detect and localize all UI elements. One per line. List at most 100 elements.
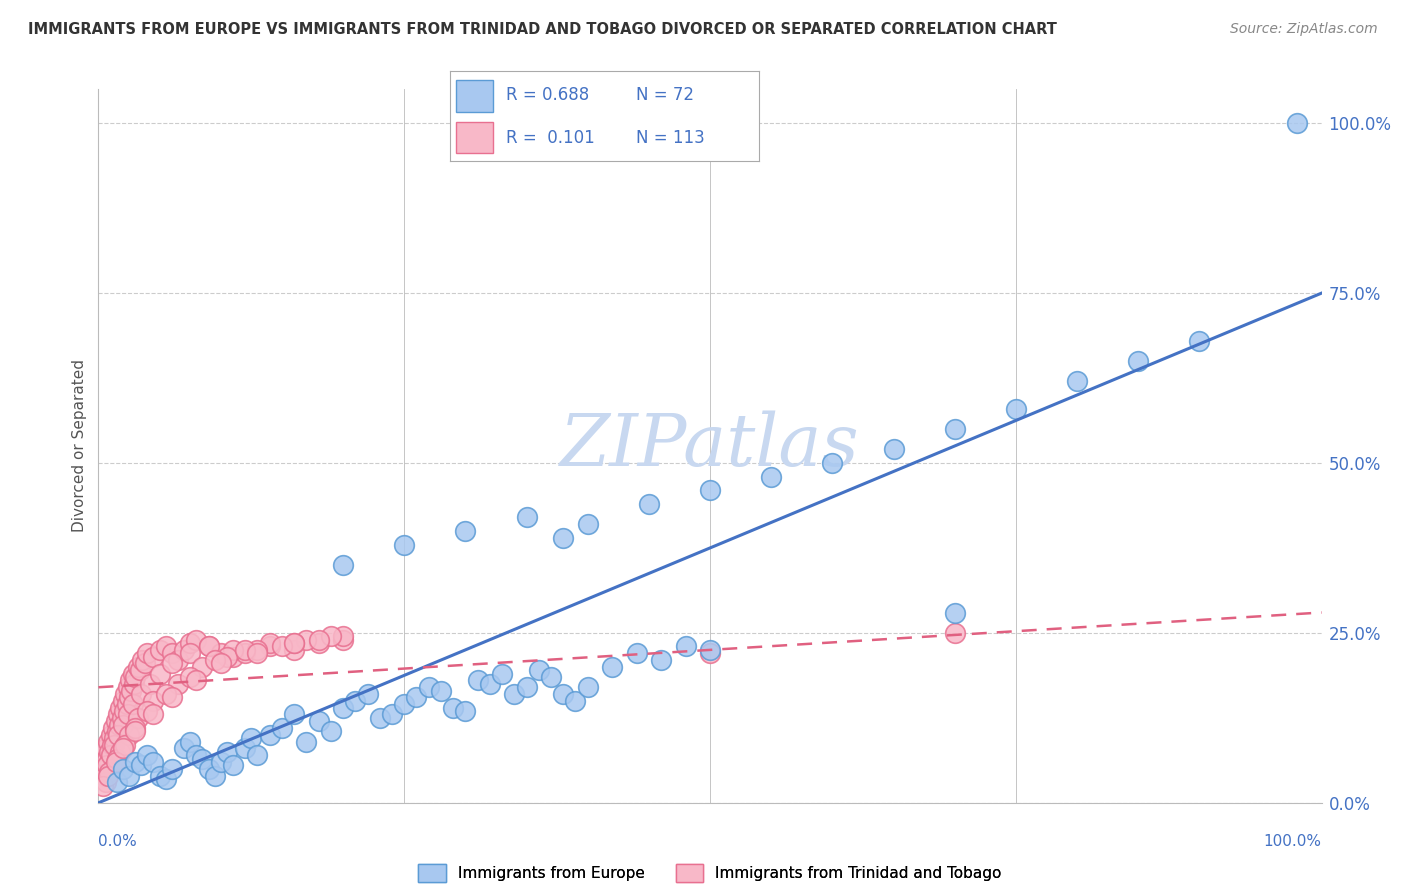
FancyBboxPatch shape: [456, 122, 494, 153]
Point: [114, 738, 136, 752]
Point: [155, 772, 177, 786]
Point: [107, 728, 129, 742]
Point: [491, 666, 513, 681]
Point: [97, 769, 120, 783]
Point: [576, 680, 599, 694]
Point: [105, 724, 128, 739]
Point: [136, 748, 159, 763]
Point: [418, 680, 440, 694]
Point: [233, 646, 256, 660]
Point: [160, 657, 183, 671]
Point: [405, 690, 427, 705]
Point: [233, 643, 256, 657]
Point: [94, 741, 117, 756]
Point: [91, 748, 114, 763]
Point: [392, 698, 416, 712]
Point: [155, 687, 177, 701]
Point: [142, 694, 165, 708]
Point: [186, 673, 208, 688]
Point: [516, 510, 538, 524]
Point: [1188, 334, 1211, 348]
Point: [160, 762, 183, 776]
Point: [943, 422, 966, 436]
Point: [222, 758, 245, 772]
Point: [129, 687, 152, 701]
Point: [638, 497, 661, 511]
Point: [368, 711, 391, 725]
Point: [100, 728, 122, 742]
Point: [131, 653, 153, 667]
Point: [332, 700, 354, 714]
Point: [134, 657, 156, 671]
Point: [142, 755, 165, 769]
Point: [332, 632, 354, 647]
Point: [319, 724, 342, 739]
Point: [204, 653, 226, 667]
Legend: Immigrants from Europe, Immigrants from Trinidad and Tobago: Immigrants from Europe, Immigrants from …: [412, 858, 1008, 888]
Point: [699, 643, 721, 657]
Point: [675, 640, 697, 654]
Point: [259, 640, 281, 654]
Point: [246, 748, 269, 763]
Point: [270, 721, 294, 735]
Point: [98, 765, 121, 780]
Text: R = 0.688: R = 0.688: [506, 87, 589, 104]
Point: [111, 762, 134, 776]
Point: [97, 734, 120, 748]
Point: [308, 636, 330, 650]
Point: [103, 731, 125, 746]
Point: [108, 717, 131, 731]
Point: [115, 698, 138, 712]
Point: [215, 745, 238, 759]
Point: [699, 483, 721, 498]
Point: [283, 707, 305, 722]
Point: [160, 646, 183, 660]
Point: [308, 714, 330, 729]
Point: [142, 649, 165, 664]
Point: [136, 704, 159, 718]
FancyBboxPatch shape: [456, 80, 494, 112]
Point: [540, 670, 562, 684]
Point: [160, 690, 183, 705]
Point: [127, 660, 149, 674]
Point: [204, 769, 226, 783]
Point: [215, 649, 238, 664]
Point: [1286, 116, 1309, 130]
Point: [118, 769, 141, 783]
Point: [117, 680, 139, 694]
Point: [283, 643, 305, 657]
Point: [111, 741, 134, 756]
Point: [173, 643, 195, 657]
Point: [105, 751, 128, 765]
Point: [332, 629, 354, 643]
Point: [127, 711, 149, 725]
Point: [149, 643, 172, 657]
Point: [344, 694, 367, 708]
Point: [117, 707, 139, 722]
Point: [149, 769, 172, 783]
Point: [1004, 401, 1026, 416]
Point: [233, 741, 256, 756]
Point: [121, 698, 143, 712]
Point: [308, 632, 330, 647]
Point: [124, 670, 146, 684]
Point: [209, 646, 232, 660]
Point: [356, 687, 378, 701]
Point: [167, 653, 190, 667]
Point: [650, 653, 672, 667]
Point: [136, 646, 159, 660]
Point: [576, 517, 599, 532]
Point: [553, 687, 575, 701]
Point: [124, 721, 146, 735]
Point: [259, 728, 281, 742]
Point: [295, 632, 318, 647]
Point: [111, 717, 134, 731]
Point: [120, 673, 142, 688]
Point: [101, 738, 124, 752]
Point: [222, 649, 245, 664]
Point: [197, 640, 219, 654]
Point: [107, 707, 129, 722]
Point: [167, 677, 190, 691]
Point: [104, 714, 127, 729]
Point: [179, 636, 201, 650]
